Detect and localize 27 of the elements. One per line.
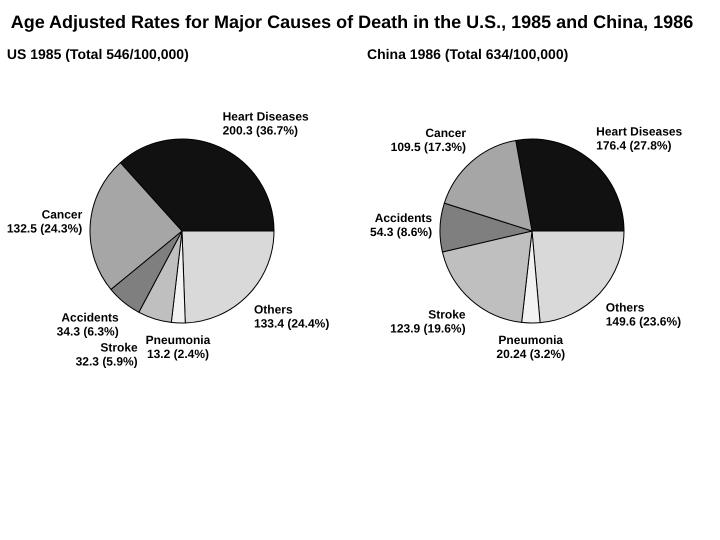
data-label: 123.9 (19.6%) — [390, 322, 466, 336]
slice-label: Stroke — [100, 340, 138, 354]
slice-label: Others — [254, 302, 293, 316]
data-label: 133.4 (24.4%) — [254, 316, 330, 330]
slice-label: Pneumonia — [146, 332, 211, 347]
slice-label: Cancer — [42, 208, 83, 222]
slice-label: Heart Diseases — [596, 124, 683, 138]
data-label: 109.5 (17.3%) — [390, 140, 466, 154]
data-label: 132.5 (24.3%) — [6, 222, 82, 236]
data-label: 200.3 (36.7%) — [222, 124, 298, 138]
slice-label: Cancer — [425, 126, 466, 140]
slice-label: Heart Diseases — [222, 110, 310, 124]
slice-label: Pneumonia — [498, 332, 564, 347]
chart-title: China 1986 (Total 634/100,000) — [367, 46, 568, 62]
data-label: 54.3 (8.6%) — [370, 225, 432, 240]
text: Age Adjusted Rates for Major Causes of Death in the U.S., 1985 and China, 1986 — [10, 12, 694, 32]
data-label: 20.24 (3.2%) — [496, 346, 566, 361]
data-label: 34.3 (6.3%) — [56, 324, 119, 338]
slice-label: Accidents — [374, 211, 432, 226]
slice-label: Accidents — [61, 310, 120, 324]
slice-label: Others — [606, 300, 645, 315]
chart-title: US 1985 (Total 546/100,000) — [6, 46, 189, 62]
data-label: 149.6 (23.6%) — [606, 314, 682, 329]
data-label: 13.2 (2.4%) — [146, 346, 209, 361]
data-label: 32.3 (5.9%) — [76, 354, 138, 368]
slice-label: Stroke — [428, 308, 466, 322]
data-label: 176.4 (27.8%) — [596, 138, 672, 152]
